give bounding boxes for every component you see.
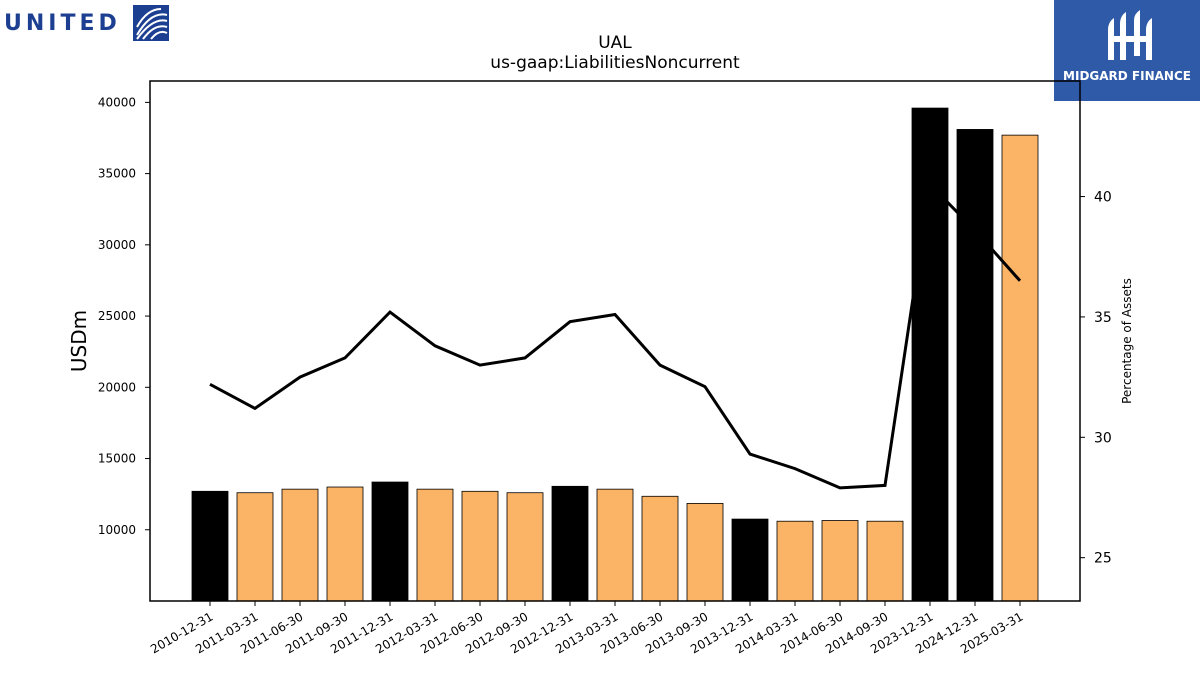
bar [461, 490, 499, 602]
chart-subtitle: us-gaap:LiabilitiesNoncurrent [490, 53, 740, 73]
y-tick-label: 40000 [98, 95, 136, 109]
y2-tick-label: 25 [1094, 551, 1112, 567]
bar [596, 488, 634, 602]
bar [866, 520, 904, 602]
y-tick-label: 15000 [98, 452, 136, 466]
bar [1001, 134, 1039, 602]
y2-tick-label: 30 [1094, 430, 1112, 446]
bar [416, 488, 454, 602]
chart-title: UAL [598, 33, 632, 53]
bar [776, 520, 814, 602]
y2-tick-label: 35 [1094, 310, 1112, 326]
midgard-mark-icon [1108, 10, 1152, 60]
united-wordmark: UNITED [4, 10, 121, 36]
midgard-wordmark: MIDGARD FINANCE [1063, 69, 1191, 83]
y-tick-label: 35000 [98, 167, 136, 181]
y-axis-label: USDm [67, 310, 91, 372]
bar [551, 485, 589, 602]
y-tick-label: 30000 [98, 238, 136, 252]
bar [731, 518, 769, 602]
bar [686, 503, 724, 602]
midgard-finance-logo: MIDGARD FINANCE [1054, 0, 1200, 101]
bar [281, 488, 319, 602]
y-tick-label: 25000 [98, 309, 136, 323]
y-tick-label: 20000 [98, 380, 136, 394]
percentage-line [209, 181, 1022, 490]
bar [956, 129, 994, 602]
united-logo: UNITED [4, 4, 169, 42]
bar [641, 495, 679, 602]
bar [911, 107, 949, 602]
y-tick-label: 10000 [98, 523, 136, 537]
bar [371, 481, 409, 602]
bar [326, 486, 364, 602]
y2-axis-label: Percentage of Assets [1120, 278, 1134, 404]
bar [506, 492, 544, 602]
bar [236, 492, 274, 602]
globe-icon [132, 5, 169, 41]
bar [821, 520, 859, 602]
bar [191, 490, 229, 602]
y2-tick-label: 40 [1094, 190, 1112, 206]
